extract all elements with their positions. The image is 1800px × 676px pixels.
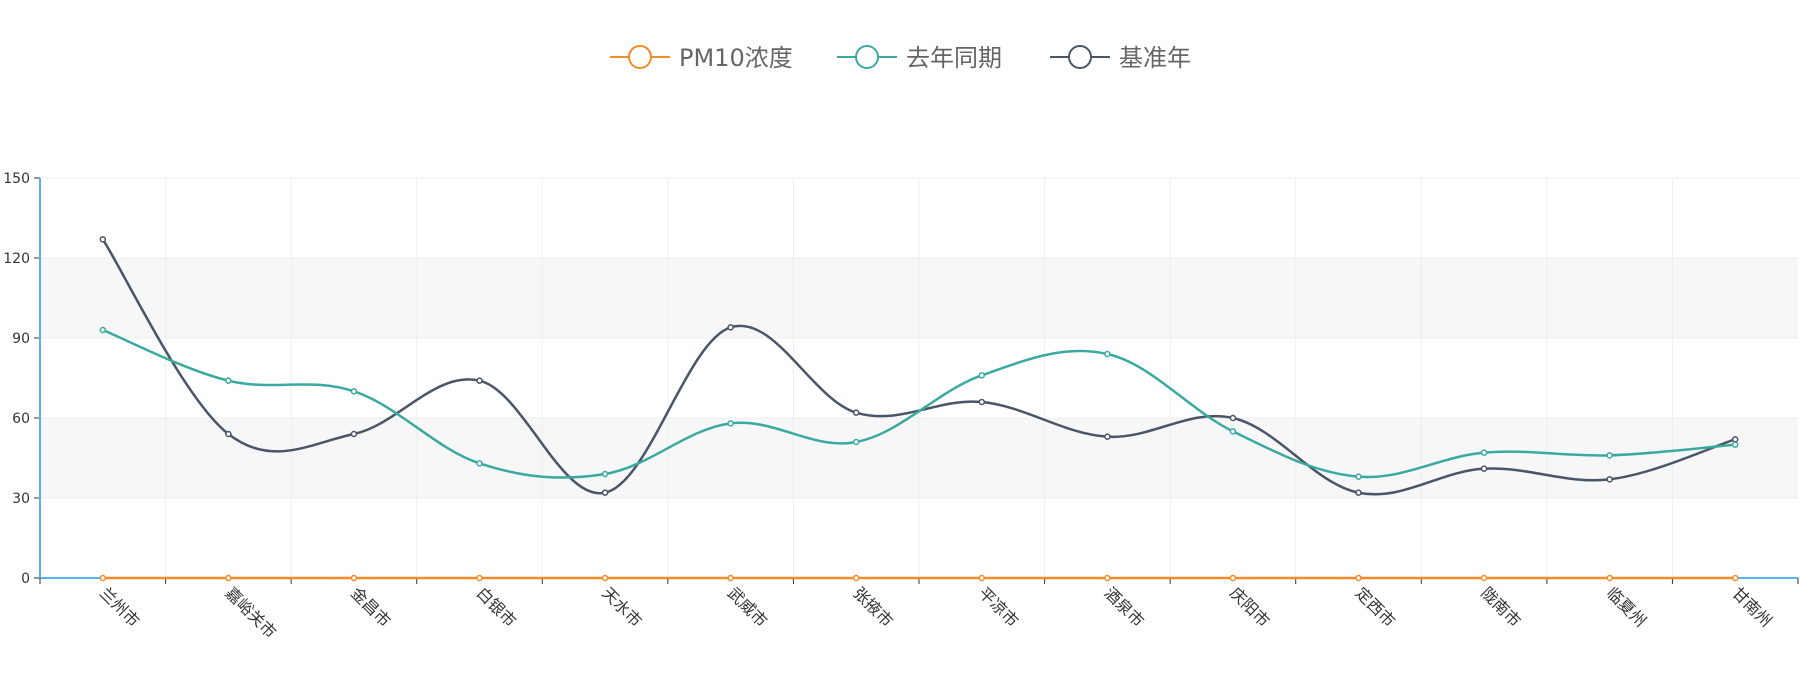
- y-tick-label: 120: [3, 251, 30, 267]
- data-point[interactable]: [852, 574, 860, 582]
- x-tick-label: 张掖市: [849, 583, 896, 630]
- data-point[interactable]: [350, 574, 358, 582]
- legend-label: 基准年: [1119, 44, 1191, 72]
- x-tick-label: 庆阳市: [1226, 583, 1273, 630]
- data-point[interactable]: [852, 438, 860, 446]
- legend-item[interactable]: 去年同期: [837, 44, 1002, 72]
- x-tick-label: 平凉市: [975, 583, 1022, 630]
- data-point[interactable]: [1480, 465, 1488, 472]
- legend-marker: [628, 45, 652, 69]
- data-point[interactable]: [978, 574, 986, 582]
- y-tick-label: 150: [3, 171, 30, 187]
- data-point[interactable]: [476, 460, 483, 467]
- legend-marker: [1068, 45, 1092, 69]
- data-point[interactable]: [476, 574, 483, 582]
- series-3: [99, 236, 1739, 496]
- data-point[interactable]: [99, 326, 107, 334]
- data-point[interactable]: [727, 324, 734, 331]
- data-point[interactable]: [601, 489, 609, 496]
- x-tick-label: 甘南州: [1728, 583, 1775, 630]
- x-tick-label: 定西市: [1352, 583, 1399, 630]
- x-tick-label: 天水市: [598, 583, 645, 630]
- series-layer: [99, 236, 1739, 582]
- data-point[interactable]: [1480, 574, 1488, 582]
- axes: 0 30 60 90 120 150 兰州市 嘉峪关市 金昌市 白银市 天水市 武威市 张掖市 平凉市 酒泉…: [3, 171, 1799, 642]
- y-tick-label: 60: [12, 411, 30, 427]
- y-tick-label: 90: [12, 331, 30, 347]
- data-point[interactable]: [350, 388, 358, 395]
- data-point[interactable]: [1104, 433, 1111, 440]
- series-1: [99, 574, 1739, 582]
- data-point[interactable]: [1355, 489, 1362, 496]
- data-point[interactable]: [1229, 414, 1237, 422]
- data-point[interactable]: [225, 377, 232, 384]
- x-tick-label: 临夏州: [1603, 583, 1650, 630]
- data-point[interactable]: [1731, 574, 1739, 582]
- data-point[interactable]: [852, 409, 860, 416]
- data-point[interactable]: [1606, 452, 1613, 459]
- data-point[interactable]: [476, 377, 483, 384]
- series-2: [99, 326, 1739, 480]
- data-point[interactable]: [1731, 441, 1739, 448]
- data-point[interactable]: [601, 470, 609, 478]
- y-tick-label: 30: [12, 491, 30, 507]
- x-tick-label: 酒泉市: [1101, 583, 1148, 630]
- data-point[interactable]: [1355, 473, 1362, 480]
- x-tick-label: 武威市: [724, 583, 771, 630]
- data-point[interactable]: [225, 430, 232, 438]
- data-point[interactable]: [1104, 574, 1111, 582]
- legend-label: 去年同期: [906, 44, 1002, 72]
- data-point[interactable]: [99, 574, 107, 582]
- data-point[interactable]: [225, 574, 232, 582]
- data-point[interactable]: [1606, 476, 1613, 483]
- data-point[interactable]: [978, 372, 986, 379]
- data-point[interactable]: [1104, 350, 1111, 358]
- data-point[interactable]: [350, 430, 358, 438]
- x-tick-label: 嘉峪关市: [222, 583, 281, 642]
- grid-lines: [40, 177, 1798, 578]
- data-point[interactable]: [978, 398, 986, 406]
- legend-item[interactable]: PM10浓度: [610, 44, 793, 72]
- legend-item[interactable]: 基准年: [1050, 44, 1191, 72]
- x-tick-label: 金昌市: [347, 583, 394, 630]
- data-point[interactable]: [727, 574, 734, 582]
- legend-marker: [855, 45, 879, 69]
- x-tick-label: 陇南市: [1477, 583, 1524, 630]
- data-point[interactable]: [1355, 574, 1362, 582]
- x-tick-label: 兰州市: [96, 583, 143, 630]
- data-point[interactable]: [601, 574, 609, 582]
- y-tick-label: 0: [21, 571, 30, 587]
- x-tick-label: 白银市: [473, 583, 520, 630]
- legend-label: PM10浓度: [679, 44, 793, 72]
- series-line: [102, 328, 1736, 479]
- legend[interactable]: PM10浓度 去年同期 基准年: [610, 44, 1191, 72]
- data-point[interactable]: [99, 236, 107, 243]
- data-point[interactable]: [1229, 428, 1237, 435]
- data-point[interactable]: [1606, 574, 1613, 582]
- data-point[interactable]: [1480, 449, 1488, 456]
- data-point[interactable]: [1229, 574, 1237, 582]
- data-point[interactable]: [1731, 436, 1739, 443]
- data-point[interactable]: [727, 420, 734, 427]
